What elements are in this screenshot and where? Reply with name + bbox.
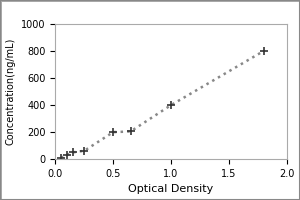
Y-axis label: Concentration(ng/mL): Concentration(ng/mL) [6, 38, 16, 145]
X-axis label: Optical Density: Optical Density [128, 184, 214, 194]
